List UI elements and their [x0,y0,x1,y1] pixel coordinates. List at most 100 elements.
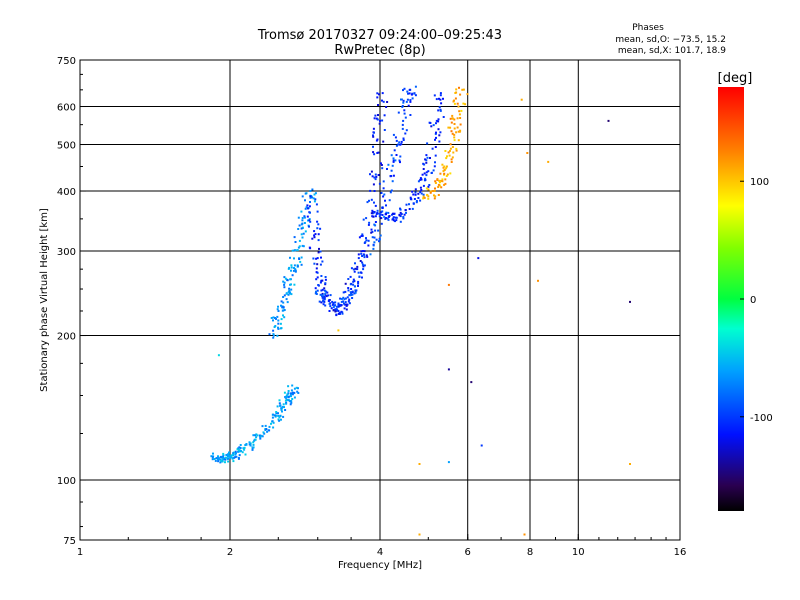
trace-echo [402,139,405,141]
stray-echo [418,463,421,465]
trace-echo [392,159,395,162]
trace-echo [296,265,299,268]
trace-echo [382,187,385,190]
trace-echo [221,459,224,462]
trace-echo [278,416,281,419]
trace-echo [424,158,427,161]
trace-echo [298,258,301,260]
trace-echo [323,289,326,292]
trace-echo [313,262,316,265]
trace-echo [285,394,288,397]
trace-point [457,105,460,108]
trace-echo [390,175,393,177]
trace-echo [453,118,456,121]
trace-echo [403,109,406,112]
trace-echo [277,322,280,325]
trace-echo [386,217,389,220]
trace-echo [240,450,243,453]
trace-echo [435,136,437,139]
trace-echo [411,97,414,100]
trace-echo [229,454,232,457]
trace-echo [442,97,444,100]
trace-echo [380,222,383,225]
trace-echo [429,191,432,194]
trace-echo [357,280,360,283]
trace-echo [229,456,232,459]
trace-echo [402,217,405,220]
trace-echo [422,168,425,170]
trace-echo [370,228,373,231]
trace-point [293,264,296,267]
trace-echo [303,216,306,219]
trace-echo [347,289,350,292]
trace-echo [222,452,225,455]
colorbar-ticks: 100 0 -100 [740,177,773,424]
x-tick-label: 16 [674,547,687,558]
trace-echo [252,446,255,449]
trace-echo [302,232,305,235]
trace-echo [439,172,442,175]
trace-echo [261,425,264,428]
trace-echo [304,192,307,195]
trace-echo [439,131,442,134]
trace-echo [466,93,469,96]
trace-echo [453,133,456,136]
trace-echo [357,271,360,274]
trace-echo [408,88,411,91]
trace-echo [300,227,303,230]
trace-echo [290,389,293,392]
trace-echo [386,168,388,170]
trace-echo [420,178,423,181]
trace-echo [268,429,271,432]
trace-echo [378,240,380,243]
trace-point [373,190,376,192]
trace-echo [373,241,376,244]
trace-echo [277,305,279,308]
trace-echo [252,434,255,437]
trace-echo [451,114,454,117]
trace-echo [219,456,222,459]
trace-echo [451,146,454,148]
trace-echo [374,221,377,223]
trace-echo [294,270,297,273]
trace-echo [438,140,441,143]
trace-echo [390,169,393,172]
trace-echo [431,190,434,192]
trace-point [435,119,438,122]
trace-echo [391,164,394,167]
trace-echo [298,245,301,248]
trace-echo [423,163,426,166]
trace-echo [439,94,442,97]
trace-echo [380,217,383,220]
trace-echo [429,157,431,159]
trace-echo [284,277,287,280]
trace-echo [291,393,294,396]
trace-point [379,119,381,122]
trace-echo [425,161,428,164]
trace-echo [244,444,247,446]
trace-echo [427,188,430,191]
trace-echo [319,227,322,230]
trace-echo [274,317,276,319]
trace-echo [272,316,275,319]
trace-echo [379,234,382,237]
trace-echo [369,253,372,256]
trace-point [330,307,333,310]
trace-echo [232,460,235,463]
trace-echo [301,222,304,225]
trace-echo [314,292,317,295]
trace-point [309,190,312,192]
trace-echo [395,154,398,156]
trace-point [313,230,316,233]
trace-echo [340,300,343,303]
trace-echo [304,199,306,202]
trace-echo [378,215,381,218]
trace-echo [446,155,448,158]
trace-echo [437,128,440,131]
trace-echo [251,448,254,451]
trace-echo [317,284,320,286]
trace-echo [413,92,416,95]
trace-echo [317,233,320,236]
trace-point [356,268,359,271]
trace-echo [419,178,422,181]
